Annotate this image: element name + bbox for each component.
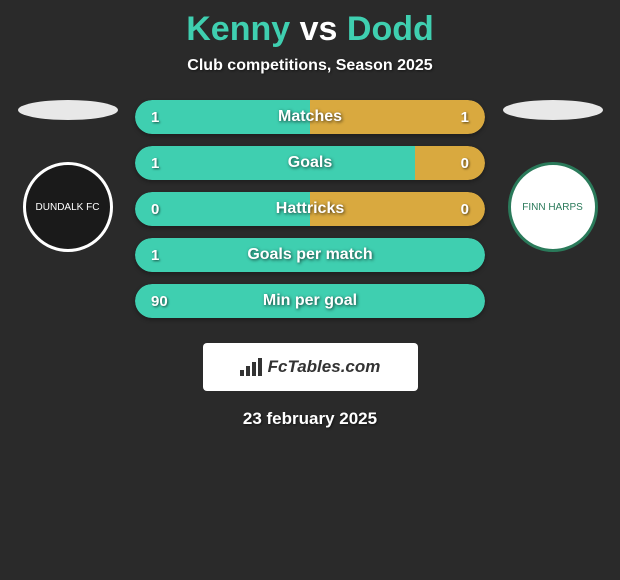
- stat-label: Goals per match: [247, 246, 372, 264]
- subtitle: Club competitions, Season 2025: [0, 57, 620, 75]
- left-platform: [18, 100, 118, 120]
- chart-icon: [240, 358, 262, 376]
- stat-value-right: 0: [461, 201, 469, 218]
- stat-value-right: 1: [461, 109, 469, 126]
- stat-value-right: 0: [461, 155, 469, 172]
- stat-row: 1 Goals per match: [135, 238, 485, 272]
- title: Kenny vs Dodd: [0, 10, 620, 49]
- stat-value-left: 0: [151, 201, 159, 218]
- bar-right: [415, 146, 485, 180]
- vs-text: vs: [300, 10, 338, 48]
- left-column: DUNDALK FC: [15, 100, 120, 252]
- stat-value-left: 90: [151, 293, 168, 310]
- right-platform: [503, 100, 603, 120]
- date-text: 23 february 2025: [0, 409, 620, 429]
- player2-name: Dodd: [347, 10, 434, 48]
- comparison-infographic: Kenny vs Dodd Club competitions, Season …: [0, 0, 620, 429]
- stat-value-left: 1: [151, 109, 159, 126]
- stat-row: 90 Min per goal: [135, 284, 485, 318]
- stats-column: 1 Matches 1 1 Goals 0 0 Hattricks 0 1 Goals per ma…: [135, 100, 485, 318]
- stat-row: 1 Matches 1: [135, 100, 485, 134]
- branding-text: FcTables.com: [268, 357, 381, 377]
- stat-label: Hattricks: [276, 200, 344, 218]
- stat-value-left: 1: [151, 155, 159, 172]
- main-area: DUNDALK FC 1 Matches 1 1 Goals 0 0 Hattricks 0 1 G…: [0, 100, 620, 318]
- right-column: FINN HARPS: [500, 100, 605, 252]
- stat-label: Min per goal: [263, 292, 357, 310]
- right-crest: FINN HARPS: [508, 162, 598, 252]
- player1-name: Kenny: [186, 10, 290, 48]
- left-crest: DUNDALK FC: [23, 162, 113, 252]
- branding-badge: FcTables.com: [203, 343, 418, 391]
- stat-label: Goals: [288, 154, 332, 172]
- left-crest-text: DUNDALK FC: [36, 202, 100, 213]
- stat-row: 0 Hattricks 0: [135, 192, 485, 226]
- stat-row: 1 Goals 0: [135, 146, 485, 180]
- right-crest-text: FINN HARPS: [522, 202, 583, 213]
- bar-left: [135, 146, 415, 180]
- stat-value-left: 1: [151, 247, 159, 264]
- stat-label: Matches: [278, 108, 342, 126]
